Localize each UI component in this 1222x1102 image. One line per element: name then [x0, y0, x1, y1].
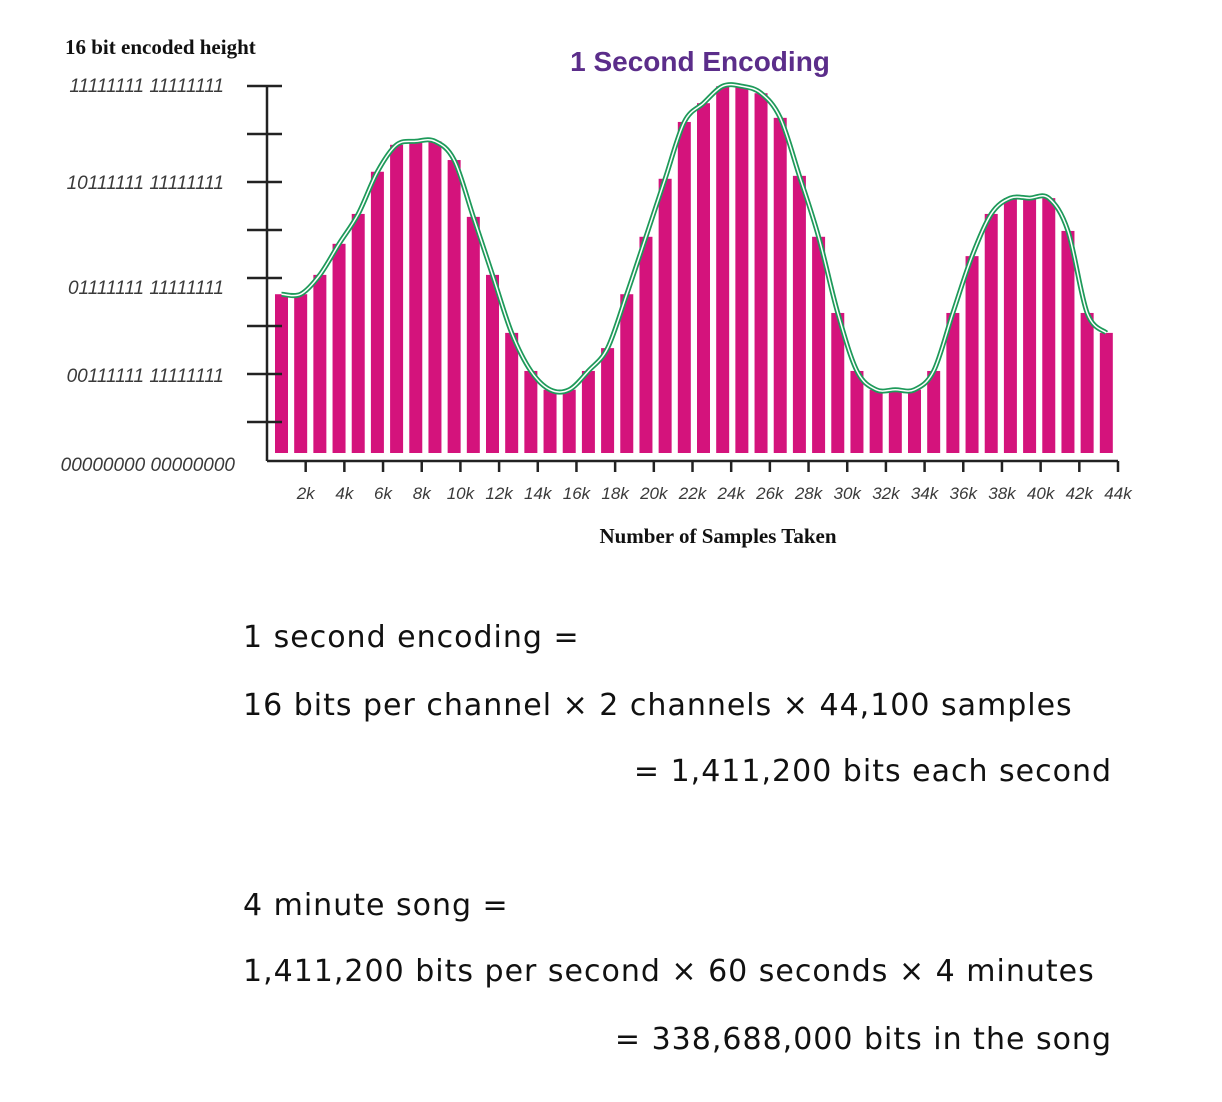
bar	[1061, 230, 1075, 453]
x-tick-label: 2k	[296, 484, 316, 503]
bar	[754, 93, 768, 453]
x-tick-label: 8k	[413, 484, 432, 503]
x-tick-label: 26k	[755, 484, 785, 503]
fitted-curve	[281, 82, 1109, 395]
note-line-4: 4 minute song =	[243, 888, 509, 923]
bar	[370, 171, 384, 453]
bar	[984, 213, 998, 453]
x-tick-label: 34k	[911, 484, 940, 503]
bar	[313, 274, 327, 453]
bar	[428, 141, 442, 453]
y-tick-label: 00000000 00000000	[61, 455, 236, 476]
chart-title: 1 Second Encoding	[570, 46, 830, 77]
y-tick-label: 11111111 11111111	[69, 76, 224, 97]
fitted-curve-highlight	[281, 83, 1107, 393]
note-line-2: 16 bits per channel × 2 channels × 44,10…	[243, 688, 1073, 723]
x-tick-label: 40k	[1027, 484, 1056, 503]
x-tick-label: 36k	[950, 484, 979, 503]
bar	[524, 370, 538, 453]
bar	[946, 312, 960, 453]
note-line-6: = 338,688,000 bits in the song	[614, 1022, 1112, 1057]
bar	[294, 294, 308, 453]
bar	[773, 117, 787, 453]
bar	[447, 160, 461, 453]
bar	[332, 243, 346, 453]
x-tick-label: 44k	[1104, 484, 1133, 503]
x-tick-label: 28k	[794, 484, 824, 503]
note-line-3: = 1,411,200 bits each second	[633, 754, 1112, 789]
bar	[735, 86, 749, 453]
bar	[965, 256, 979, 453]
x-tick-label: 30k	[834, 484, 863, 503]
y-tick-label: 10111111 11111111	[67, 173, 224, 194]
bar	[351, 213, 365, 453]
x-tick-label: 38k	[988, 484, 1017, 503]
x-tick-label: 6k	[374, 484, 393, 503]
x-tick-label: 42k	[1066, 484, 1095, 503]
bar	[409, 141, 423, 453]
x-tick-label: 32k	[872, 484, 901, 503]
x-tick-label: 10k	[447, 484, 476, 503]
y-axis-title: 16 bit encoded height	[65, 35, 256, 59]
bar	[505, 332, 519, 453]
bar	[1042, 198, 1056, 453]
bar	[850, 370, 864, 453]
note-line-5: 1,411,200 bits per second × 60 seconds ×…	[243, 954, 1095, 989]
x-tick-label: 4k	[335, 484, 354, 503]
y-tick-label: 00111111 11111111	[67, 366, 224, 387]
bar	[639, 236, 653, 453]
bar	[581, 370, 595, 453]
bar	[792, 175, 806, 453]
bar	[620, 294, 634, 453]
bar-chart: 16 bit encoded height 1 Second Encoding …	[61, 35, 1134, 548]
bar	[466, 216, 480, 453]
x-tick-label: 18k	[601, 484, 630, 503]
bar	[1023, 198, 1037, 453]
x-axis-title: Number of Samples Taken	[599, 524, 836, 548]
x-tick-label: 20k	[639, 484, 669, 503]
bar	[888, 389, 902, 453]
x-tick-label: 14k	[524, 484, 553, 503]
bar	[601, 348, 615, 453]
bar	[927, 370, 941, 453]
bar	[562, 389, 576, 453]
x-tick-label: 22k	[678, 484, 708, 503]
bar	[908, 389, 921, 453]
bar	[716, 86, 730, 453]
x-tick-label: 24k	[716, 484, 746, 503]
bar	[677, 121, 691, 453]
bar	[390, 144, 404, 453]
bar	[543, 389, 557, 453]
bar	[697, 103, 710, 454]
y-tick-label: 01111111 11111111	[68, 278, 224, 299]
bar	[486, 274, 499, 453]
bar	[869, 389, 883, 453]
bar	[812, 236, 826, 453]
bar	[1003, 198, 1017, 453]
bar	[1080, 312, 1094, 453]
bar	[831, 312, 845, 453]
note-line-1: 1 second encoding =	[243, 620, 580, 655]
x-tick-label: 16k	[563, 484, 592, 503]
x-tick-label: 12k	[485, 484, 514, 503]
bar	[658, 178, 672, 454]
bar	[1099, 332, 1113, 453]
